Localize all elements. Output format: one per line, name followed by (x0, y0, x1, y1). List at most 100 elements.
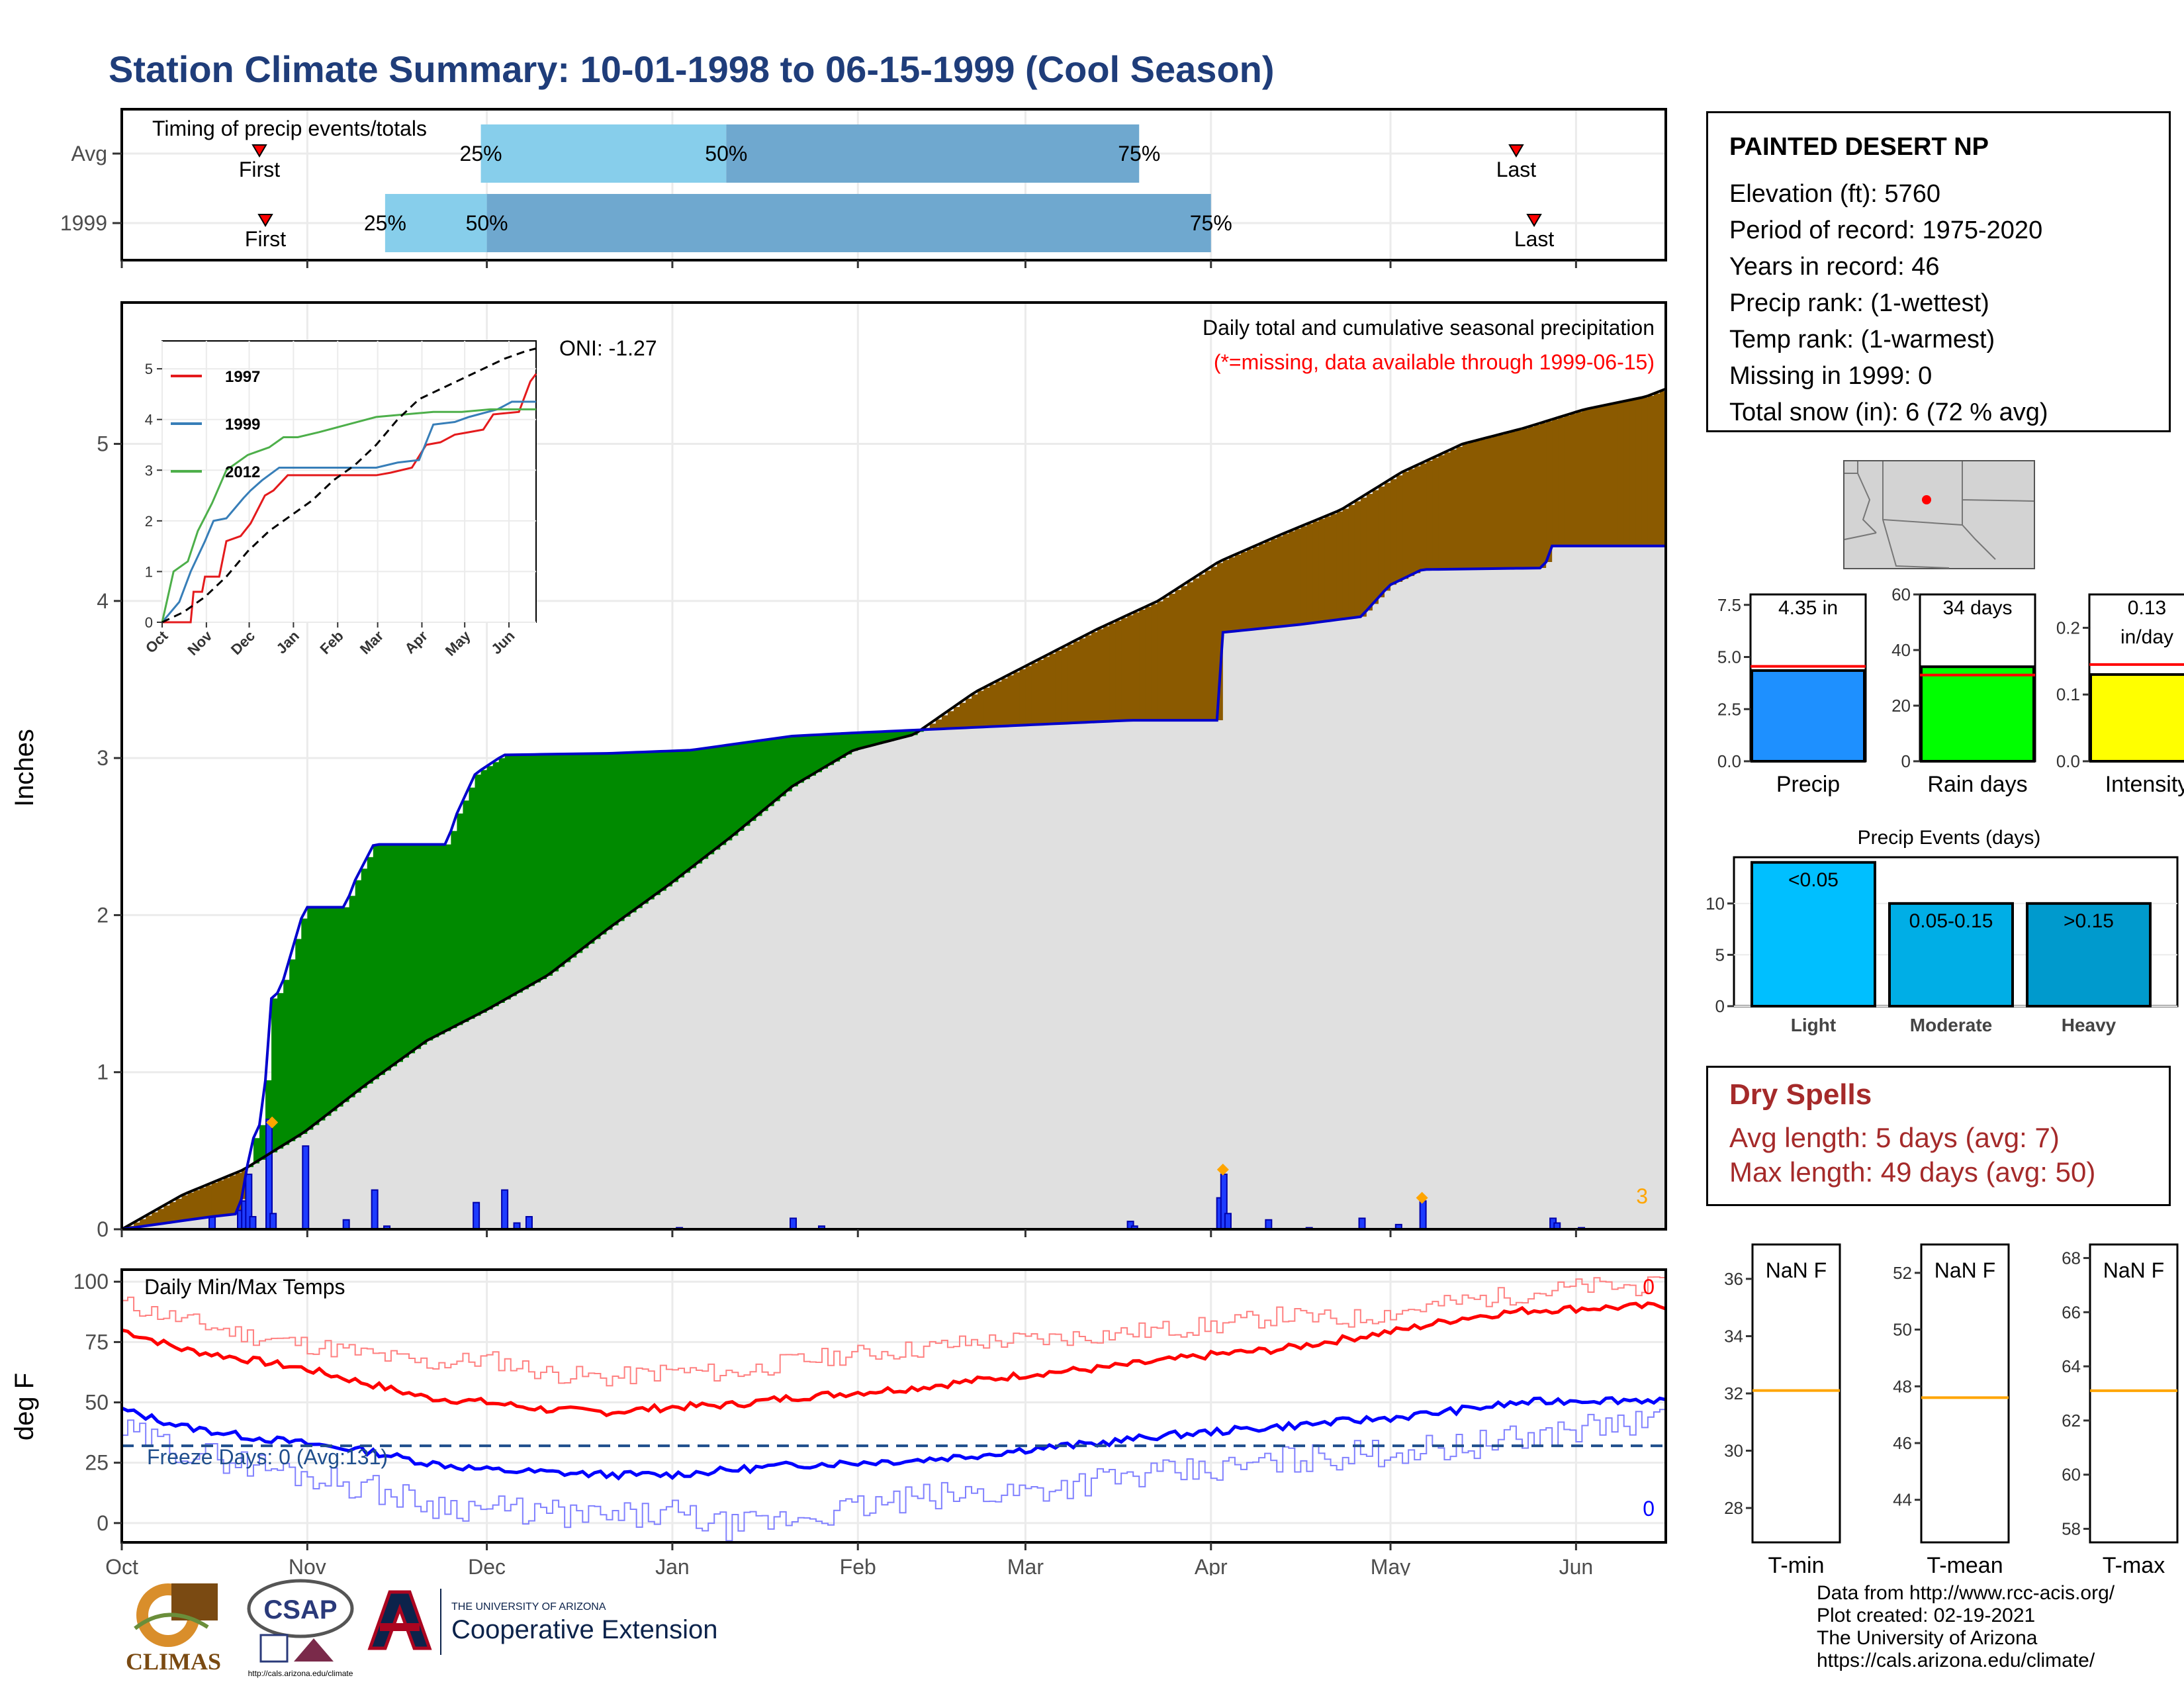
deficit-area (1318, 518, 1326, 622)
normal-area (319, 1120, 326, 1229)
summary-y-tick-label: 0.2 (2056, 618, 2080, 637)
summary-panel-intensity: 0.0 0.1 0.2 0.13 in/day Intensity (2056, 593, 2184, 797)
deficit-area (1641, 397, 1649, 546)
timing-marker-label: First (239, 158, 280, 181)
summary-bar (2089, 673, 2184, 763)
normal-area (1588, 545, 1595, 1229)
normal-area (893, 739, 901, 1229)
deficit-area (163, 1205, 170, 1224)
surplus-area (828, 734, 835, 765)
temp-box-value-label: NaN F (2103, 1258, 2164, 1282)
normal-area (169, 1222, 176, 1229)
deficit-area (1516, 430, 1523, 569)
summary-value-label: 34 days (1942, 597, 2012, 619)
normal-area (181, 1221, 189, 1229)
surplus-area (576, 753, 583, 953)
normal-area (684, 872, 691, 1229)
normal-area (504, 999, 512, 1229)
events-bar-label: >0.15 (2064, 910, 2114, 932)
summary-panel-precip: 0.0 2.5 5.0 7.5 4.35 in Precip (1717, 593, 1867, 797)
deficit-area (995, 681, 1002, 727)
surplus-area (642, 752, 649, 904)
deficit-area (1145, 606, 1152, 721)
normal-area (1169, 720, 1176, 1229)
deficit-area (1540, 423, 1547, 569)
inset-cumulative-chart: 1997 1999 2012 0 1 2 3 4 5 Oct Nov Dec Jan Feb Mar Apr… (142, 340, 537, 659)
normal-area (373, 1079, 380, 1229)
surplus-area (283, 980, 290, 1145)
deficit-area (1079, 638, 1086, 723)
deficit-area (1629, 400, 1637, 546)
surplus-area (768, 739, 775, 806)
deficit-area (193, 1190, 201, 1219)
surplus-area (325, 907, 332, 1116)
normal-area (744, 825, 751, 1229)
normal-area (1582, 545, 1589, 1229)
deficit-area (1007, 675, 1014, 726)
station-name: PAINTED DESERT NP (1729, 133, 1989, 161)
normal-area (864, 747, 870, 1229)
deficit-area (1043, 657, 1050, 725)
normal-area (803, 779, 811, 1229)
deficit-area (1061, 647, 1068, 724)
summary-value-label: 0.13 (2128, 597, 2166, 619)
deficit-area (1306, 524, 1314, 624)
normal-area (1097, 722, 1104, 1229)
normal-area (1486, 569, 1493, 1229)
normal-area (331, 1111, 338, 1229)
normal-area (660, 890, 667, 1229)
normal-area (152, 1225, 158, 1229)
logos: CLIMAS CSAP http://cals.arizona.edu/clim… (126, 1579, 717, 1678)
normal-area (935, 729, 942, 1229)
normal-area (1378, 597, 1385, 1229)
state-borders (1844, 461, 2034, 569)
normal-area (989, 726, 996, 1229)
normal-area (1372, 604, 1379, 1229)
normal-area (1019, 725, 1026, 1229)
deficit-area (1552, 419, 1559, 546)
temp-box-y-tick-label: 52 (1893, 1263, 1912, 1283)
normal-area (1384, 590, 1391, 1229)
precip-frame (120, 301, 1667, 1231)
normal-area (498, 1003, 506, 1229)
precip-events-chart: Precip Events (days) 0 5 10 <0.05 Light 0.05-… (1706, 827, 2179, 1035)
normal-area (337, 1106, 344, 1229)
normal-area (1635, 545, 1643, 1229)
normal-area (821, 769, 829, 1229)
surplus-area (803, 735, 811, 780)
timing-marker (1508, 144, 1524, 158)
normal-area (714, 849, 721, 1229)
inset-y-tick-label: 0 (145, 614, 153, 631)
deficit-area (1606, 404, 1613, 546)
station-temp-rank: Temp rank: (1-warmest) (1729, 326, 1995, 353)
summary-y-tick-label: 60 (1891, 585, 1911, 604)
climas-logo: CLIMAS (126, 1583, 221, 1675)
surplus-area (588, 753, 595, 944)
temp-y-axis-label: deg F (10, 1373, 39, 1440)
normal-area (882, 743, 889, 1229)
normal-area (1498, 568, 1505, 1229)
summary-y-tick-label: 20 (1891, 696, 1911, 716)
deficit-area (146, 1215, 152, 1226)
normal-area (846, 754, 852, 1229)
surplus-area (750, 741, 757, 821)
surplus-area (696, 749, 703, 864)
deficit-area (140, 1219, 146, 1227)
month-x-tick-label: Nov (289, 1555, 326, 1575)
inset-series-1997 (162, 373, 537, 624)
summary-y-tick-label: 7.5 (1717, 595, 1741, 615)
normal-area (1342, 619, 1349, 1229)
deficit-area (1073, 641, 1080, 724)
normal-area (1127, 720, 1134, 1229)
normal-area (1600, 545, 1607, 1229)
normal-area (1528, 568, 1535, 1229)
daily-precip-bar (371, 1189, 379, 1231)
normal-area (768, 806, 775, 1229)
month-x-tick-label: May (1371, 1555, 1410, 1575)
normal-area (1037, 724, 1044, 1229)
temp-box-value-label: NaN F (1766, 1258, 1827, 1282)
temp-box-y-tick-label: 44 (1893, 1490, 1912, 1510)
normal-area (1641, 545, 1649, 1229)
normal-area (1612, 545, 1619, 1229)
normal-area (193, 1219, 201, 1229)
